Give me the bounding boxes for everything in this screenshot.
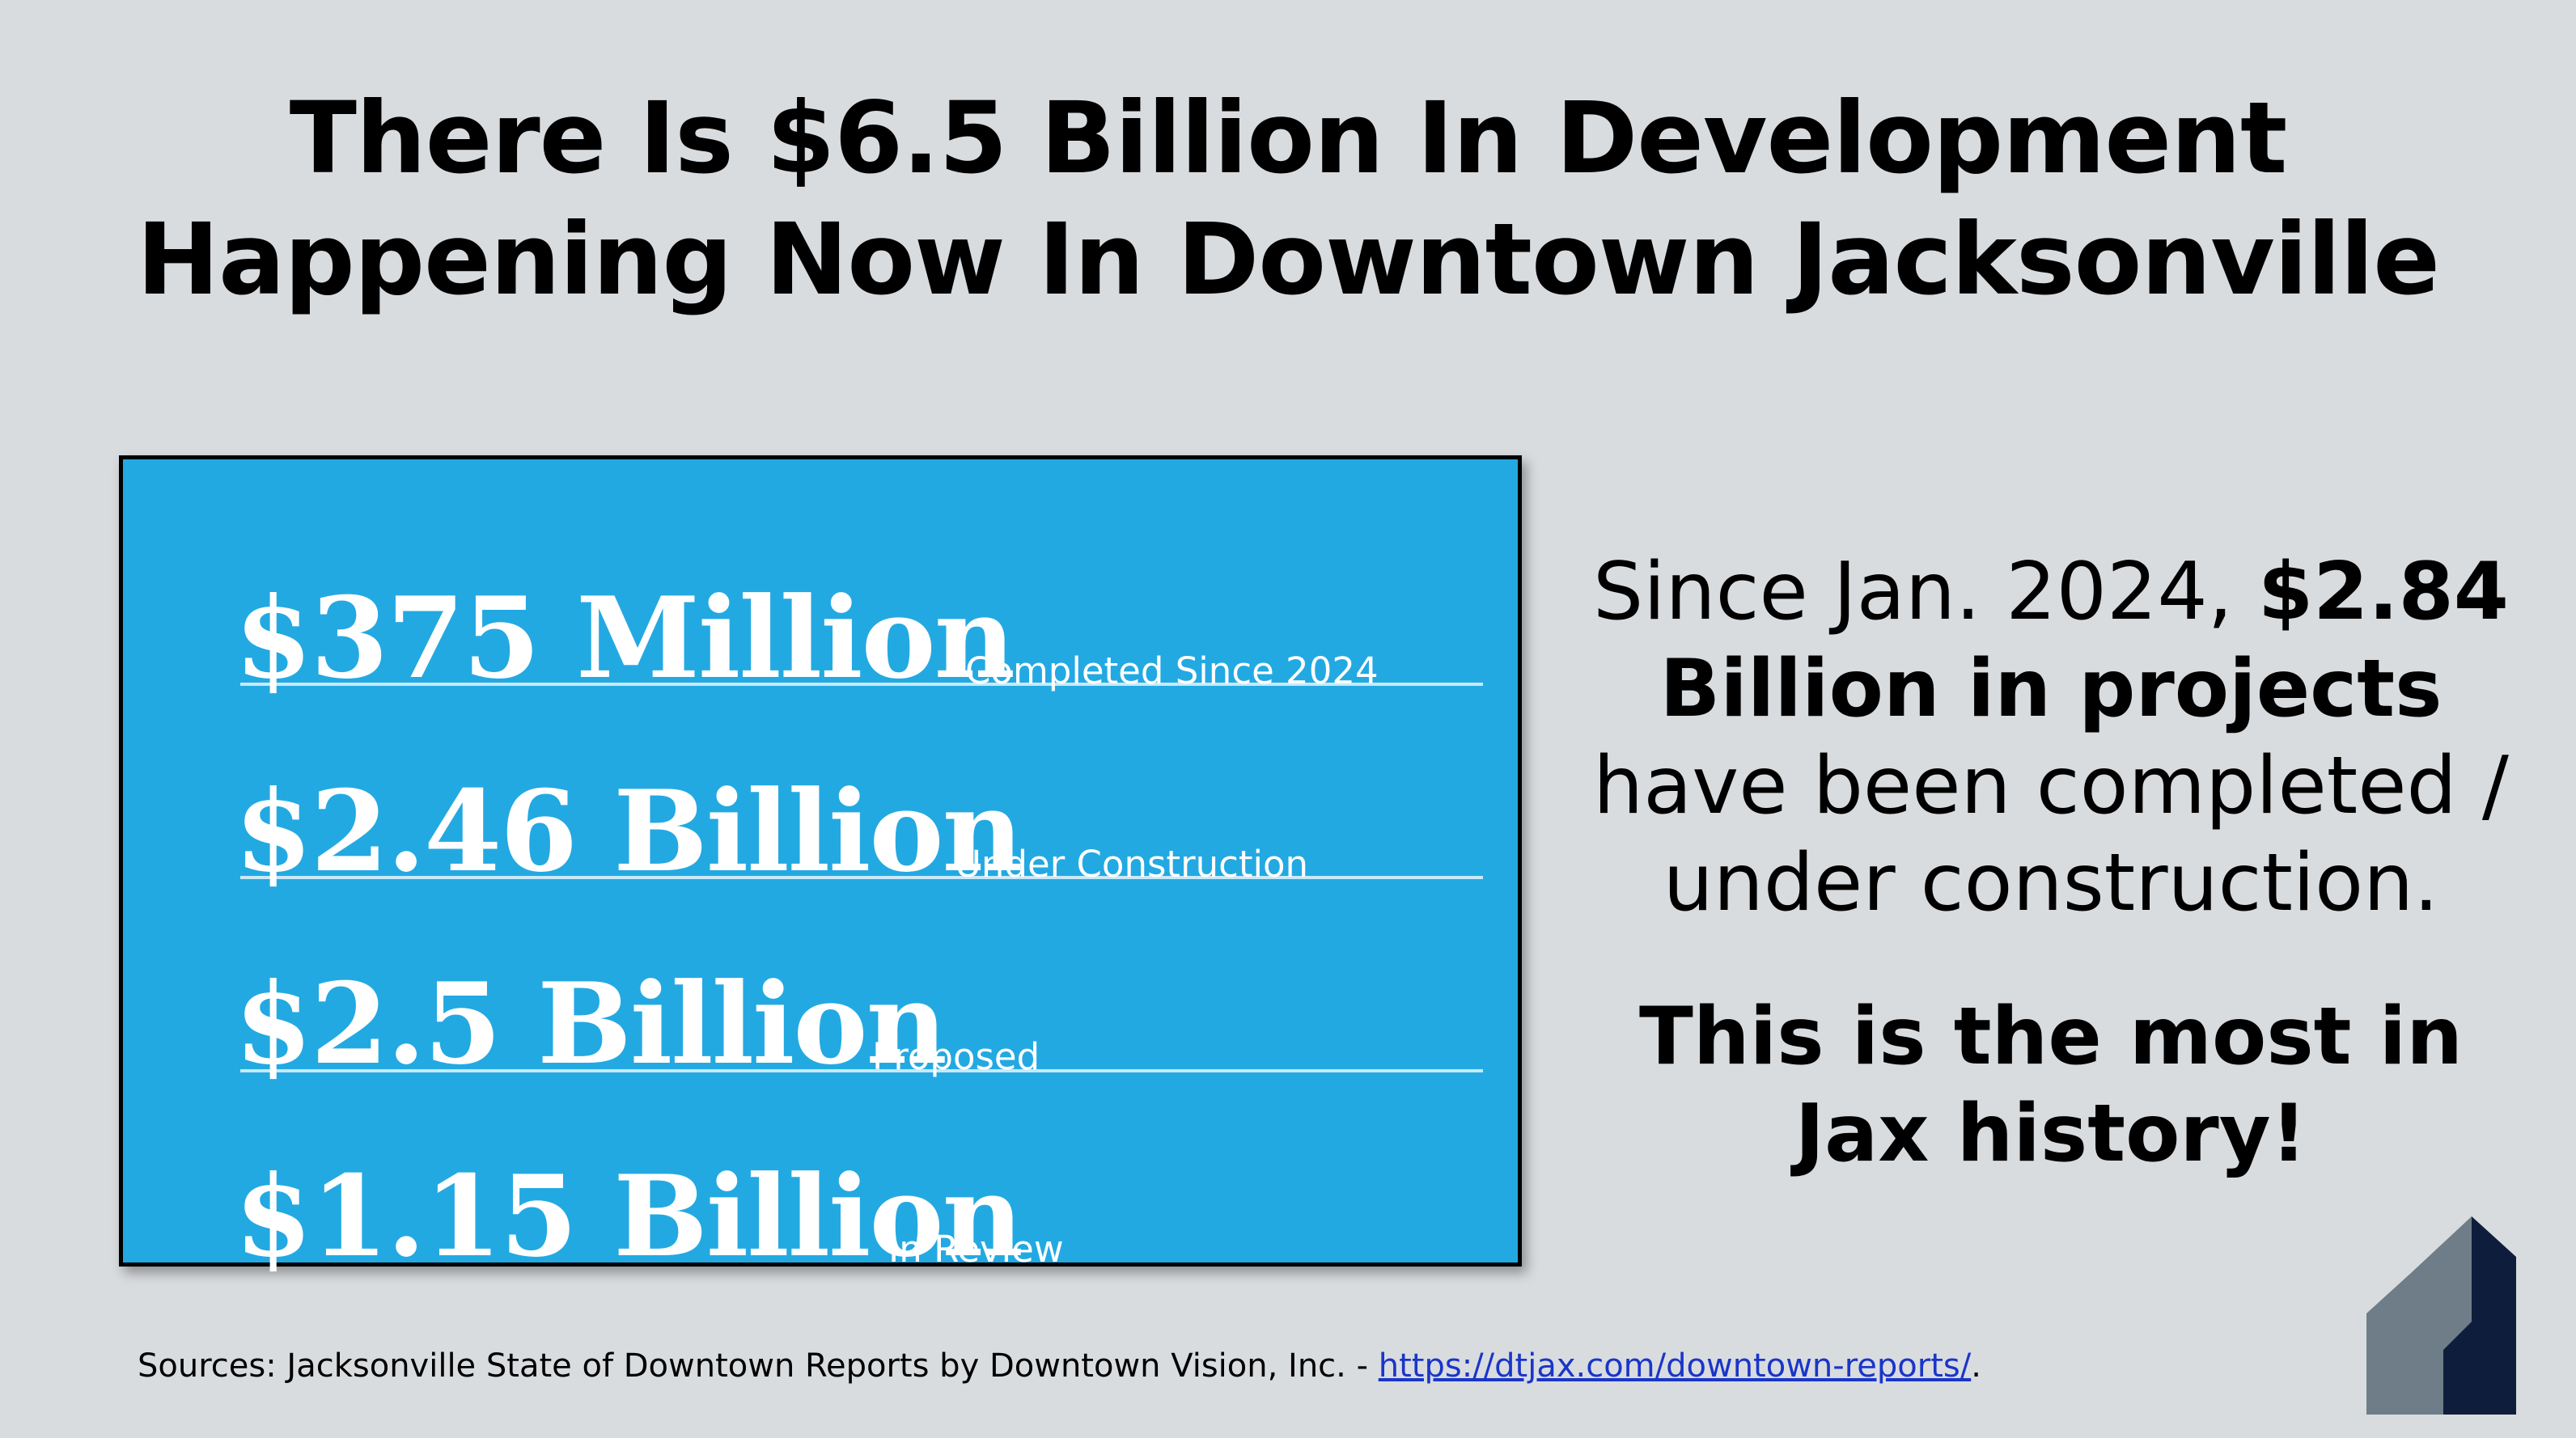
building-logo-icon — [2366, 1216, 2516, 1415]
sources-link[interactable]: https://dtjax.com/downtown-reports/ — [1378, 1347, 1972, 1385]
sources-prefix: Sources: Jacksonville State of Downtown … — [138, 1347, 1379, 1385]
divider — [240, 876, 1483, 879]
stat-amount: $1.15 Billion — [235, 1150, 1023, 1282]
stat-completed: $375 Million Completed Since 2024 — [235, 532, 1379, 704]
stat-amount: $375 Million — [235, 572, 1015, 704]
stat-proposed: $2.5 Billion Proposed — [235, 918, 1367, 1080]
divider — [240, 1069, 1483, 1072]
page-title: There Is $6.5 Billion In Development Hap… — [0, 78, 2576, 320]
stat-label: In Review — [888, 1228, 1064, 1271]
divider — [240, 683, 1483, 686]
stat-amount: $2.46 Billion — [235, 765, 1023, 897]
development-stats-panel: $375 Million Completed Since 2024 $2.46 … — [119, 455, 1522, 1272]
summary-text: Since Jan. 2024, $2.84 Billion in projec… — [1566, 543, 2536, 932]
record-statement: This is the most in Jax history! — [1639, 991, 2463, 1180]
stat-amount: $2.5 Billion — [235, 958, 947, 1089]
summary-rest: have been completed / under construction… — [1593, 740, 2509, 929]
summary-highlight: $2.84 Billion in projects — [1659, 546, 2509, 735]
title-line-2: Happening Now In Downtown Jacksonville — [137, 202, 2440, 317]
sources-note: Sources: Jacksonville State of Downtown … — [138, 1347, 1981, 1385]
sources-suffix: . — [1971, 1347, 1981, 1385]
title-line-1: There Is $6.5 Billion In Development — [289, 81, 2288, 196]
stat-in-review: $1.15 Billion In Review — [235, 1110, 1367, 1272]
stat-under-construction: $2.46 Billion Under Construction — [235, 725, 1367, 887]
summary-intro: Since Jan. 2024, — [1593, 546, 2258, 638]
stat-label: Proposed — [872, 1035, 1040, 1078]
